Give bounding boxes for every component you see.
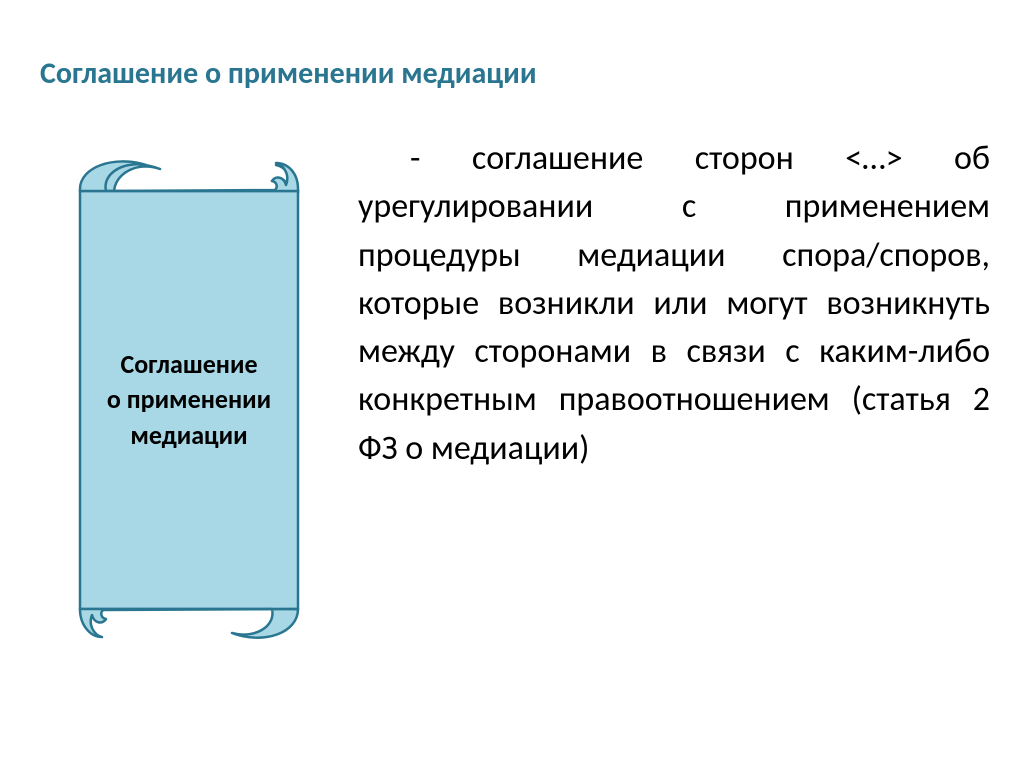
scroll-bottom-curl [80,609,298,638]
definition-text: - соглашение сторон <…> об урегулировани… [358,135,990,473]
scroll-label-line2: о применении [107,383,271,415]
scroll-label-wrap: Соглашение о применении медиации [80,191,298,609]
slide-title: Соглашение о применении медиации [40,55,537,92]
scroll-label: Соглашение о применении медиации [97,347,281,452]
scroll-figure: Соглашение о применении медиации [50,155,310,645]
definition-content: - соглашение сторон <…> об урегулировани… [358,138,990,469]
scroll-label-line3: медиации [130,419,247,451]
scroll-label-line1: Соглашение [120,348,257,380]
